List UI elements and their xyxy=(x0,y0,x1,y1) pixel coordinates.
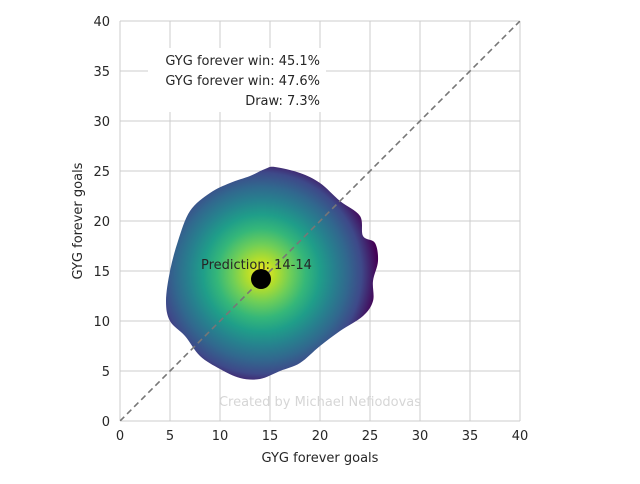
y-tick-label-25: 25 xyxy=(93,165,110,180)
prediction-label: Prediction: 14-14 xyxy=(201,258,312,273)
x-tick-label-0: 0 xyxy=(116,429,124,444)
y-tick-label-15: 15 xyxy=(93,265,110,280)
y-tick-label-5: 5 xyxy=(102,365,110,380)
y-axis-label: GYG forever goals xyxy=(71,162,86,279)
x-tick-label-30: 30 xyxy=(412,429,429,444)
x-tick-label-15: 15 xyxy=(262,429,279,444)
reference-layer xyxy=(120,21,520,421)
prediction-point xyxy=(251,269,271,289)
x-axis-label: GYG forever goals xyxy=(262,451,379,466)
x-tick-label-10: 10 xyxy=(212,429,229,444)
x-tick-label-40: 40 xyxy=(512,429,529,444)
reference-diagonal-line xyxy=(120,21,520,421)
annotation-team-b-win: GYG forever win: 47.6% xyxy=(165,74,320,89)
annotation-box: GYG forever win: 45.1% GYG forever win: … xyxy=(148,48,326,112)
x-tick-label-5: 5 xyxy=(166,429,174,444)
x-tick-label-25: 25 xyxy=(362,429,379,444)
x-tick-label-20: 20 xyxy=(312,429,329,444)
density-blob xyxy=(166,166,379,380)
annotation-background xyxy=(148,48,326,112)
y-tick-label-30: 30 xyxy=(93,115,110,130)
y-tick-label-40: 40 xyxy=(93,15,110,30)
y-tick-label-10: 10 xyxy=(93,315,110,330)
y-tick-label-0: 0 xyxy=(102,415,110,430)
x-tick-label-35: 35 xyxy=(462,429,479,444)
y-tick-label-20: 20 xyxy=(93,215,110,230)
annotation-team-a-win: GYG forever win: 45.1% xyxy=(165,54,320,69)
y-tick-label-35: 35 xyxy=(93,65,110,80)
density-layer xyxy=(166,166,379,380)
tick-labels: 0 5 10 15 20 25 30 35 40 0 5 10 15 20 25 30 35 40 xyxy=(93,15,528,444)
annotation-draw: Draw: 7.3% xyxy=(245,94,320,109)
watermark: Created by Michael Nefiodovas xyxy=(219,395,421,410)
